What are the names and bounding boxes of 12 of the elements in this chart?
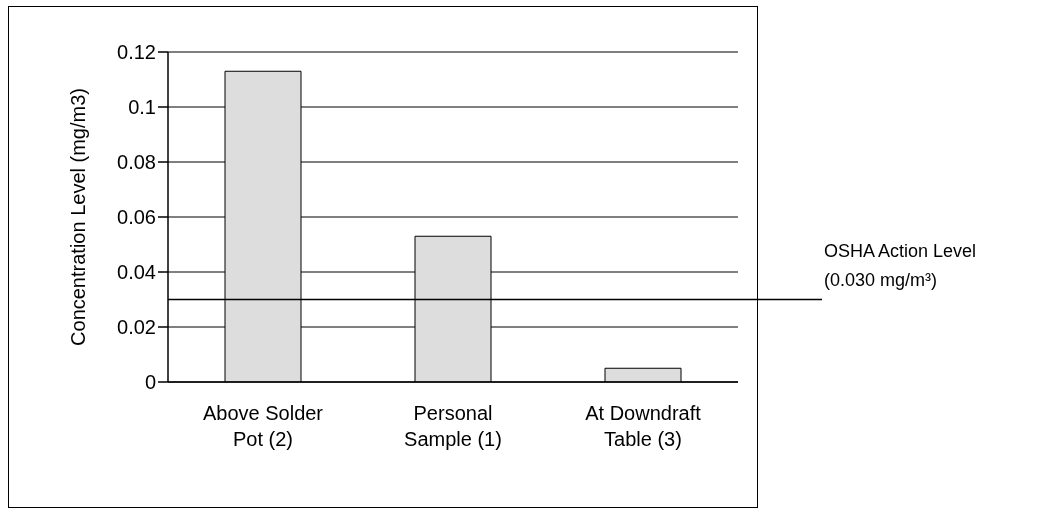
ref-line-label: OSHA Action Level (0.030 mg/m³) [824,240,977,290]
x-tick-label: Above Solder Pot (2) [202,402,324,450]
y-tick-label: 0.08 [117,151,156,174]
y-tick-label: 0.04 [117,261,156,284]
x-tick-label: At Downdraft Table (3) [585,402,702,450]
y-tick-label: 0.02 [117,316,156,339]
y-tick-label: 0 [144,371,156,394]
y-axis-title: Concentration Level (mg/m3) [67,88,90,346]
y-tick-label: 0.12 [117,41,156,64]
y-tick-label: 0.1 [128,96,156,119]
x-tick-label: Personal Sample (1) [404,402,502,450]
y-tick-label: 0.06 [117,206,156,229]
